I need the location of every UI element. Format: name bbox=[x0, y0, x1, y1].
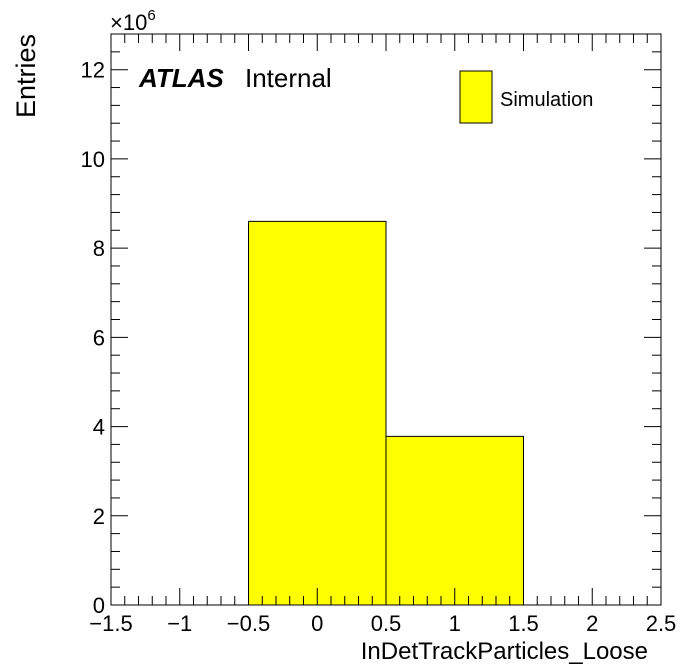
axis-tick-labels: −1.5 −1 −0.5 0 0.5 1 1.5 2 2.5 0 2 4 6 8 10 12 bbox=[81, 58, 677, 636]
y-tick-label: 4 bbox=[93, 415, 105, 440]
atlas-label-bold: ATLAS bbox=[138, 63, 224, 93]
x-tick-label: 0.5 bbox=[371, 611, 402, 636]
y-axis-label: Entries bbox=[11, 34, 41, 118]
legend-label-simulation: Simulation bbox=[500, 89, 593, 111]
histogram-bar-1 bbox=[248, 220, 387, 606]
x-tick-label: 2.5 bbox=[646, 611, 677, 636]
legend-swatch-simulation bbox=[459, 70, 493, 124]
histogram-bars bbox=[248, 220, 524, 606]
y-tick-label: 6 bbox=[93, 325, 105, 350]
x-tick-label: −1.5 bbox=[89, 611, 132, 636]
y-axis-multiplier: ×106 bbox=[110, 7, 156, 35]
y-tick-label: 0 bbox=[93, 593, 105, 618]
y-tick-label: 12 bbox=[81, 58, 105, 83]
x-tick-label: 1.5 bbox=[508, 611, 539, 636]
x-tick-label: −0.5 bbox=[227, 611, 270, 636]
axis-ticks bbox=[110, 34, 662, 606]
x-axis-label: InDetTrackParticles_Loose bbox=[361, 638, 648, 665]
legend: Simulation bbox=[459, 70, 593, 124]
histogram-bar-2 bbox=[385, 435, 524, 606]
atlas-label-status: Internal bbox=[245, 63, 332, 93]
x-tick-label: 0 bbox=[311, 611, 323, 636]
x-tick-label: 2 bbox=[586, 611, 598, 636]
x-tick-label: 1 bbox=[449, 611, 461, 636]
y-tick-label: 10 bbox=[81, 147, 105, 172]
y-tick-label: 2 bbox=[93, 504, 105, 529]
atlas-label: ATLAS Internal bbox=[138, 63, 332, 93]
y-tick-label: 8 bbox=[93, 236, 105, 261]
x-tick-label: −1 bbox=[167, 611, 192, 636]
